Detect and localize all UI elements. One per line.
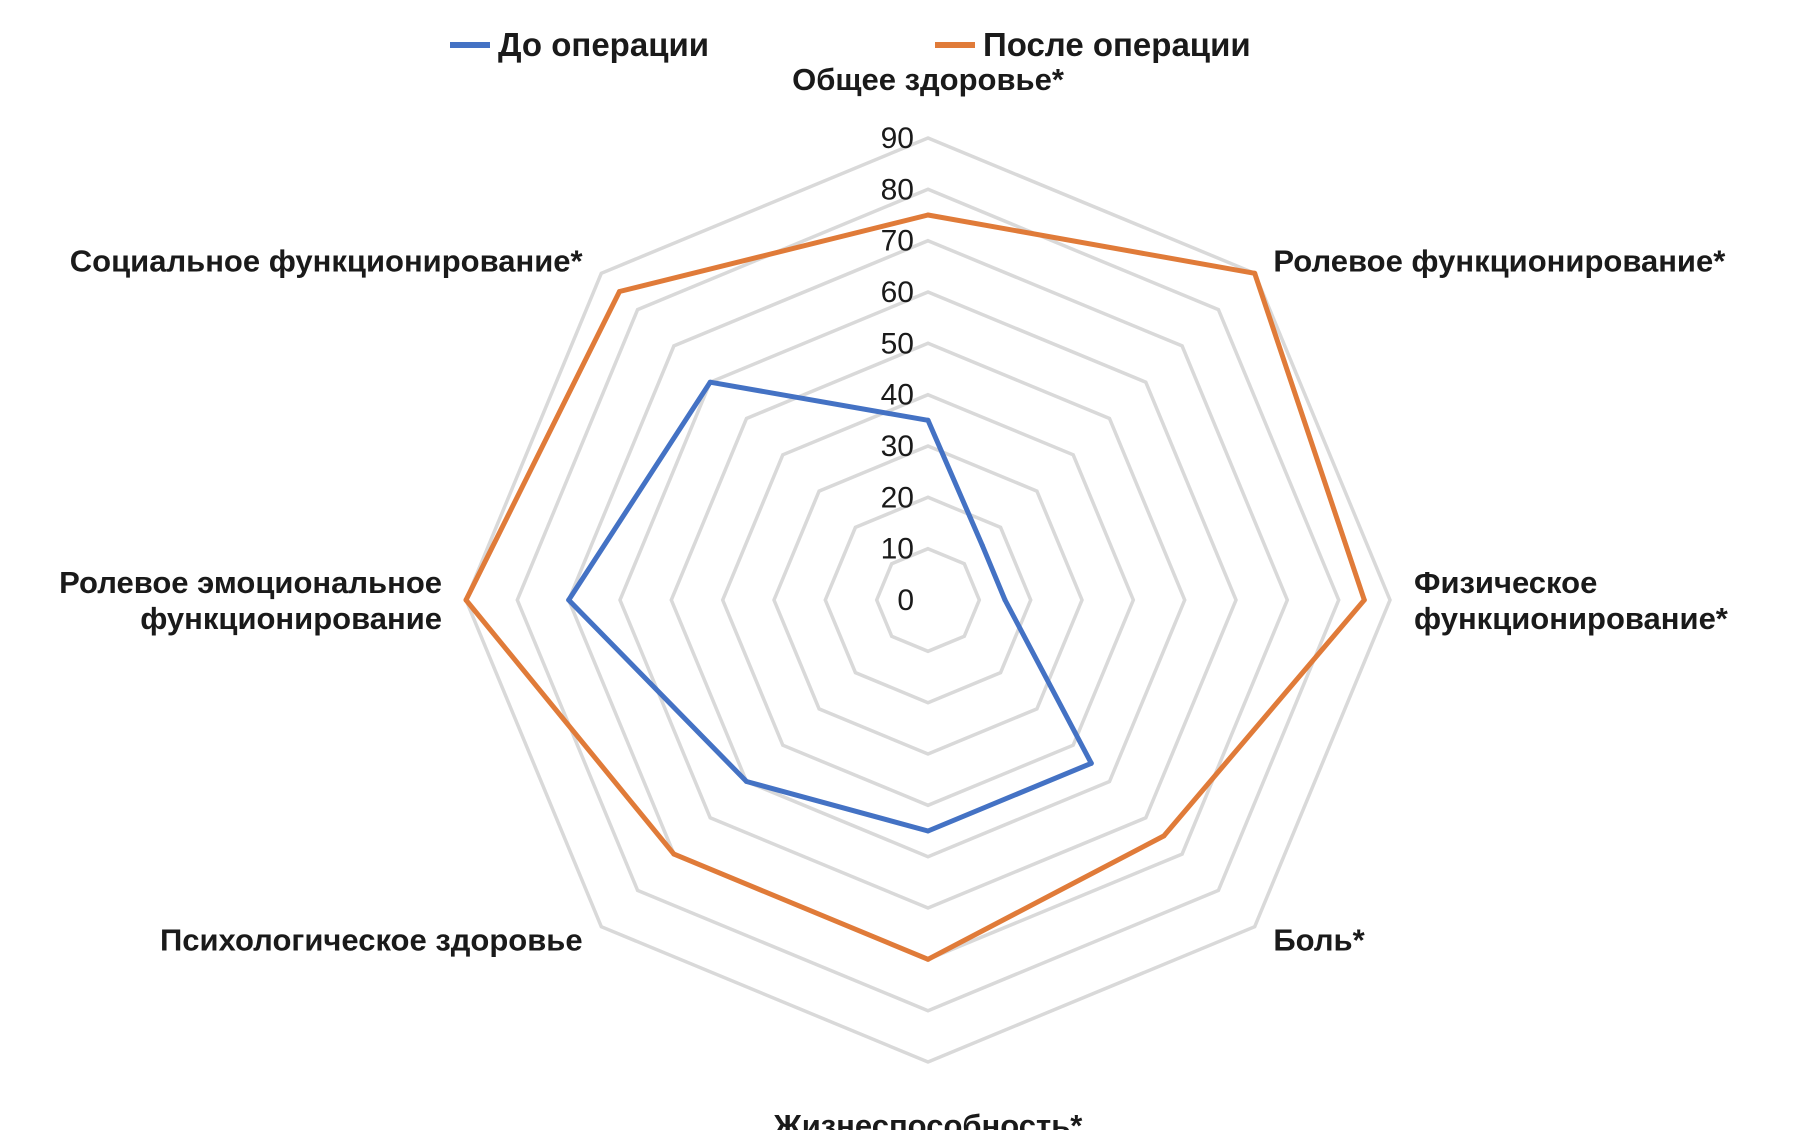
tick-label: 10 [881,533,914,566]
data-point [707,379,713,385]
grid-ring-20 [823,495,1033,705]
data-point [1002,597,1008,603]
tick-label: 90 [881,122,914,155]
grid-ring-90 [464,136,1392,1064]
data-point [1161,833,1167,839]
legend-label: До операции [498,26,709,63]
axis-label: функционирование [140,601,442,636]
grid-ring-30 [772,444,1084,756]
data-point [463,597,469,603]
data-point [617,289,622,294]
axis-label: функционирование* [1414,601,1729,636]
data-point [925,417,931,423]
radial-tick-labels: 0 10 20 30 40 50 60 70 80 90 [881,122,914,617]
grid-ring-70 [566,238,1290,962]
tick-label: 20 [881,481,914,514]
tick-label: 70 [881,225,914,258]
tick-label: 40 [881,379,914,412]
legend-label: После операции [983,26,1251,63]
data-point [925,828,931,834]
tick-label: 60 [881,276,914,309]
grid-ring-60 [618,290,1238,910]
data-point [566,597,572,603]
tick-label: 80 [881,173,914,206]
axis-label: Социальное функционирование* [70,244,584,279]
axis-label: Жизнеспособность* [773,1108,1084,1130]
tick-label: 0 [897,584,914,617]
data-point [1252,270,1258,276]
data-point [671,851,677,857]
data-point [1361,597,1367,603]
radar-grid [464,136,1392,1064]
data-point [744,779,749,784]
grid-ring-80 [515,187,1341,1013]
series-group [463,212,1367,962]
axis-label: Боль* [1273,922,1365,957]
data-point [979,543,985,549]
axis-label: Физическое [1414,565,1597,600]
tick-label: 30 [881,430,914,463]
grid-ring-10 [874,546,982,654]
axis-label: Ролевое эмоциональное [59,565,442,600]
data-point [925,212,931,218]
legend: До операции После операции [450,26,1251,63]
tick-label: 50 [881,327,914,360]
axis-label: Ролевое функционирование* [1273,244,1726,279]
axis-label: Общее здоровье* [792,62,1065,97]
grid-ring-40 [720,392,1136,808]
grid-ring-50 [669,341,1187,859]
data-point [1088,760,1094,766]
axis-label: Психологическое здоровье [160,922,583,957]
data-point [925,956,931,962]
